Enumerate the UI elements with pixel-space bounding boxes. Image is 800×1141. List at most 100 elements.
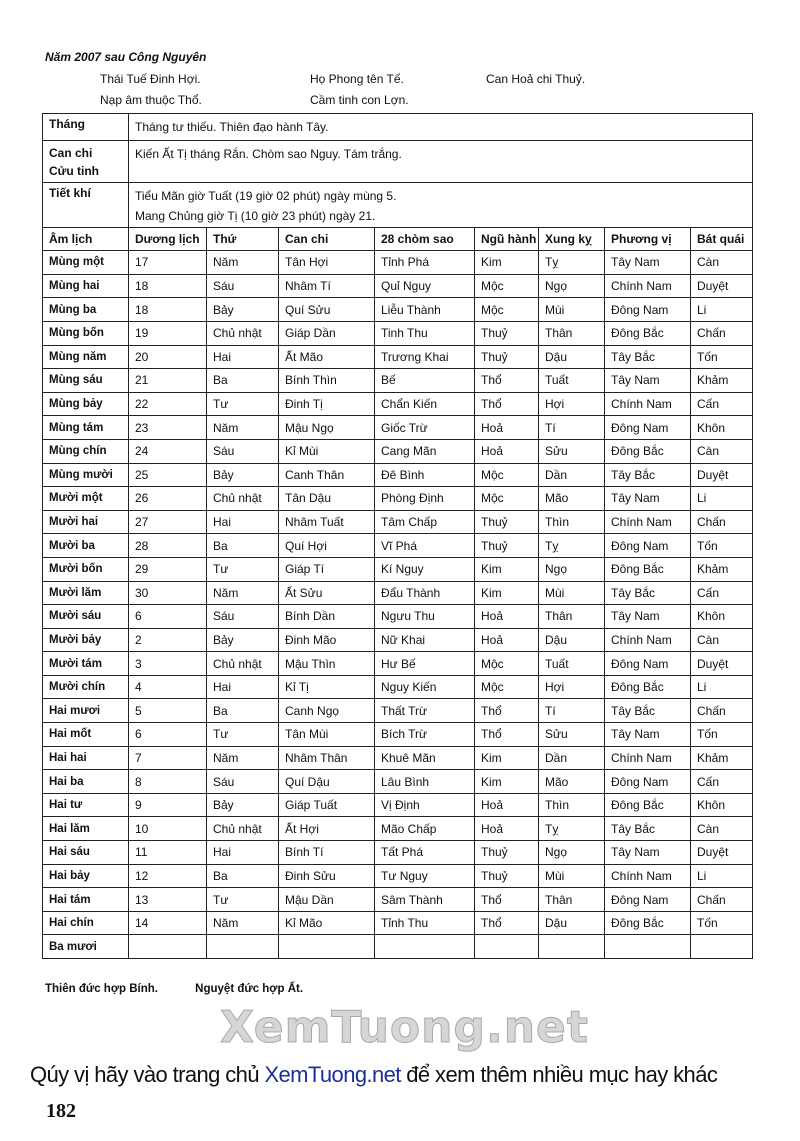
table-cell: 11 (128, 840, 207, 865)
table-cell: 18 (128, 273, 207, 299)
table-row: Hai bảy 12 Ba Đinh Sửu Tư Nguy Thuỷ Mùi Chính N… (42, 863, 753, 889)
table-cell: Hoả (474, 792, 539, 818)
table-cell: Ất Hợi (278, 816, 375, 842)
table-cell: Bảy (206, 792, 279, 818)
table-row: Mùng mười 25 Bảy Canh Thân Đê Bình Mộc Dần Tây … (42, 462, 753, 488)
table-cell: Nữ Khai (374, 627, 475, 653)
table-cell: Giáp Tuất (278, 792, 375, 818)
table-cell: Khôn (690, 604, 753, 629)
table-cell: Thìn (538, 509, 605, 535)
table-cell: Chính Nam (604, 627, 691, 653)
table-cell: 13 (128, 887, 207, 912)
table-cell: Ngọ (538, 556, 605, 582)
table-cell: Bảy (206, 627, 279, 653)
table-cell: Tí (538, 415, 605, 440)
table-cell: Thuỷ (474, 840, 539, 865)
column-header-row: Âm lịch Dương lịch Thứ Can chi 28 chòm sao Ng… (42, 226, 753, 252)
table-cell (690, 934, 753, 959)
table-cell: Mão Chấp (374, 816, 475, 842)
canchi-label-1: Can chi (49, 145, 93, 160)
table-cell: Ba (206, 698, 279, 724)
table-cell: Đinh Tị (278, 391, 375, 417)
table-cell: Tân Dậu (278, 486, 375, 511)
table-row: Mùng chín 24 Sáu Kỉ Mùi Cang Mãn Hoả Sửu Đông B… (42, 438, 753, 464)
table-cell: Tinh Thu (374, 320, 475, 346)
table-cell: 10 (128, 816, 207, 842)
table-cell: Càn (690, 438, 753, 464)
table-cell: 21 (128, 368, 207, 393)
ho-ten: Họ Phong tên Tế. (310, 72, 404, 86)
table-cell: 19 (128, 320, 207, 346)
table-cell: Ất Sửu (278, 580, 375, 606)
tietkhi-line-2: Mang Chủng giờ Tị (10 giờ 23 phút) ngày … (135, 208, 376, 223)
table-cell: 22 (128, 391, 207, 417)
table-cell: Dậu (538, 344, 605, 370)
table-cell: Hai (206, 840, 279, 865)
table-cell: Mùng bốn (42, 320, 129, 346)
table-cell: Hoả (474, 604, 539, 629)
table-cell: Kỉ Mão (278, 910, 375, 936)
table-cell: Dậu (538, 627, 605, 653)
table-cell: Thìn (538, 792, 605, 818)
table-cell: 25 (128, 462, 207, 488)
table-cell: Đông Bắc (604, 320, 691, 346)
table-cell: Ngưu Thu (374, 604, 475, 629)
canchi-row: Can chi Cửu tinh Kiến Ất Tị tháng Rắn. Ch… (42, 139, 753, 183)
table-cell (128, 934, 207, 959)
table-cell: Bính Dần (278, 604, 375, 629)
table-cell: 12 (128, 863, 207, 889)
table-cell (206, 934, 279, 959)
column-header: Can chi (278, 226, 375, 252)
table-cell: 9 (128, 792, 207, 818)
table-row: Mười một 26 Chủ nhật Tân Dậu Phòng Định Mộc Mã… (42, 486, 753, 511)
table-row: Hai chín 14 Năm Kỉ Mão Tỉnh Thu Thổ Dậu Đông Bắ… (42, 910, 753, 936)
table-cell: Thuỷ (474, 509, 539, 535)
column-header: Xung kỵ (538, 226, 605, 252)
table-cell: Mậu Dần (278, 887, 375, 912)
table-cell: Ba (206, 533, 279, 558)
month-row: Tháng Tháng tư thiếu. Thiên đạo hành Tây… (42, 113, 753, 141)
table-cell: Bính Thìn (278, 368, 375, 393)
table-cell: Chính Nam (604, 273, 691, 299)
table-cell: Trương Khai (374, 344, 475, 370)
table-cell: Mão (538, 486, 605, 511)
table-cell: Hợi (538, 391, 605, 417)
footer-site-link[interactable]: XemTuong.net (264, 1062, 401, 1087)
table-cell: Nguy Kiến (374, 674, 475, 700)
table-cell: Quí Dậu (278, 769, 375, 794)
table-row: Ba mươi (42, 934, 753, 959)
table-cell: Tây Nam (604, 368, 691, 393)
thai-tue: Thái Tuế Đinh Hợi. (100, 72, 201, 86)
table-cell (604, 934, 691, 959)
canchi-label-2: Cửu tinh (49, 163, 100, 178)
table-cell: Chủ nhật (206, 320, 279, 346)
table-cell: Kỉ Tị (278, 674, 375, 700)
table-row: Mười bảy 2 Bảy Đinh Mão Nữ Khai Hoả Dậu Chính N… (42, 627, 753, 653)
table-cell: 17 (128, 250, 207, 275)
table-cell: Mười tám (42, 651, 129, 676)
table-cell: Hai mươi (42, 698, 129, 724)
table-cell: Tây Bắc (604, 580, 691, 606)
table-cell: 27 (128, 509, 207, 535)
table-cell: Mười hai (42, 509, 129, 535)
table-cell: Năm (206, 250, 279, 275)
table-cell: Thổ (474, 368, 539, 393)
table-row: Mùng hai 18 Sáu Nhâm Tí Quỉ Nguy Mộc Ngọ Chính … (42, 273, 753, 299)
table-cell: Sáu (206, 273, 279, 299)
column-header: 28 chòm sao (374, 226, 475, 252)
table-row: Mùng bảy 22 Tư Đinh Tị Chẩn Kiến Thổ Hợi Chính … (42, 391, 753, 417)
table-cell: Quí Hợi (278, 533, 375, 558)
table-cell: Mười bốn (42, 556, 129, 582)
table-cell: Phòng Định (374, 486, 475, 511)
table-cell: Hai (206, 509, 279, 535)
table-cell: 2 (128, 627, 207, 653)
table-cell: Đinh Sửu (278, 863, 375, 889)
table-cell: Tốn (690, 344, 753, 370)
table-cell: Mười lăm (42, 580, 129, 606)
table-cell: Chấn (690, 698, 753, 724)
table-cell: Khảm (690, 368, 753, 393)
table-cell: Chính Nam (604, 863, 691, 889)
table-cell: Chấn (690, 509, 753, 535)
table-cell: Thuỷ (474, 344, 539, 370)
table-cell: Bế (374, 368, 475, 393)
